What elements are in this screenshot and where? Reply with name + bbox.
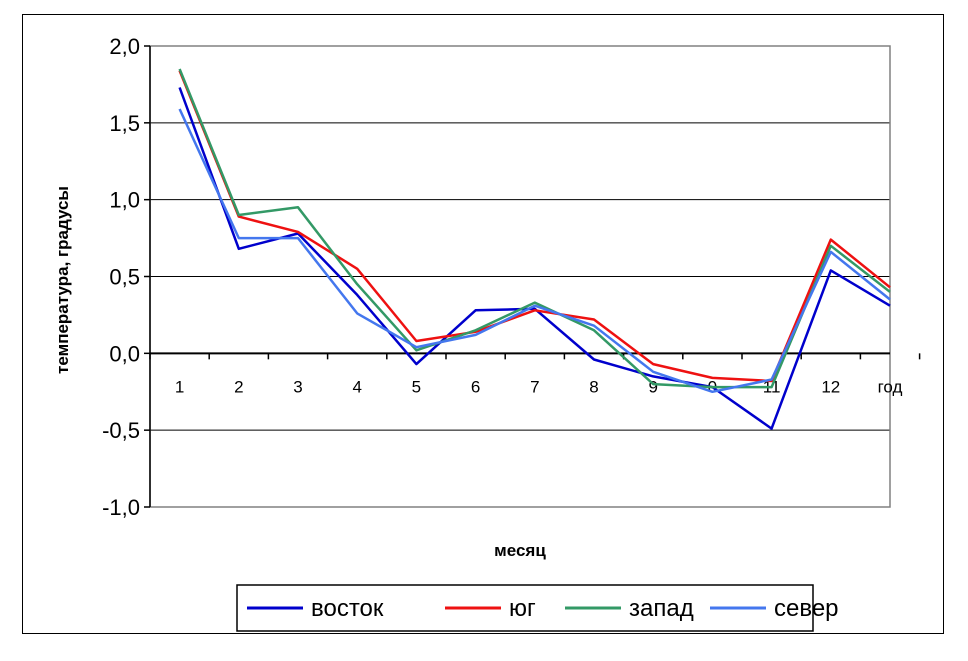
x-tick-label: 6 xyxy=(471,377,480,396)
x-tick-label: 9 xyxy=(648,377,657,396)
x-tick-label: 4 xyxy=(352,377,361,396)
y-tick-label: 2,0 xyxy=(109,34,140,59)
x-tick-label: 1 xyxy=(175,377,184,396)
x-tick-label: 3 xyxy=(293,377,302,396)
y-axis: 2,0 1,5 1,0 0,5 0,0 -0,5 -1,0 xyxy=(102,34,151,520)
x-axis-title: месяц xyxy=(494,541,546,560)
y-axis-title: температура, градусы xyxy=(53,186,72,374)
legend-label: север xyxy=(774,595,839,622)
x-axis: 1 2 3 4 5 6 7 8 9 0 11 12 год xyxy=(149,352,921,396)
y-tick-label: -0,5 xyxy=(102,418,140,443)
series-line-4 xyxy=(178,108,891,394)
y-tick-label: 1,5 xyxy=(109,111,140,136)
legend-label: запад xyxy=(629,595,694,622)
series-lines xyxy=(178,68,891,430)
chart-frame xyxy=(22,14,944,634)
y-tick-label: 1,0 xyxy=(109,188,140,213)
y-tick-label: 0,0 xyxy=(109,341,140,366)
series-line-1 xyxy=(178,87,891,430)
x-tick-label: 5 xyxy=(412,377,421,396)
series-line-2 xyxy=(178,70,891,383)
grid-lines xyxy=(150,45,890,508)
x-tick-label: 8 xyxy=(589,377,598,396)
legend-label: юг xyxy=(509,595,536,622)
series-line-3 xyxy=(178,68,891,389)
x-tick-label: 2 xyxy=(234,377,243,396)
x-tick-label: 7 xyxy=(530,377,539,396)
y-tick-label: 0,5 xyxy=(109,265,140,290)
y-tick-label: -1,0 xyxy=(102,495,140,520)
legend-label: восток xyxy=(311,595,384,622)
x-tick-label: год xyxy=(878,377,903,396)
legend: восток юг запад север xyxy=(236,584,839,632)
x-tick-label: 12 xyxy=(821,377,840,396)
